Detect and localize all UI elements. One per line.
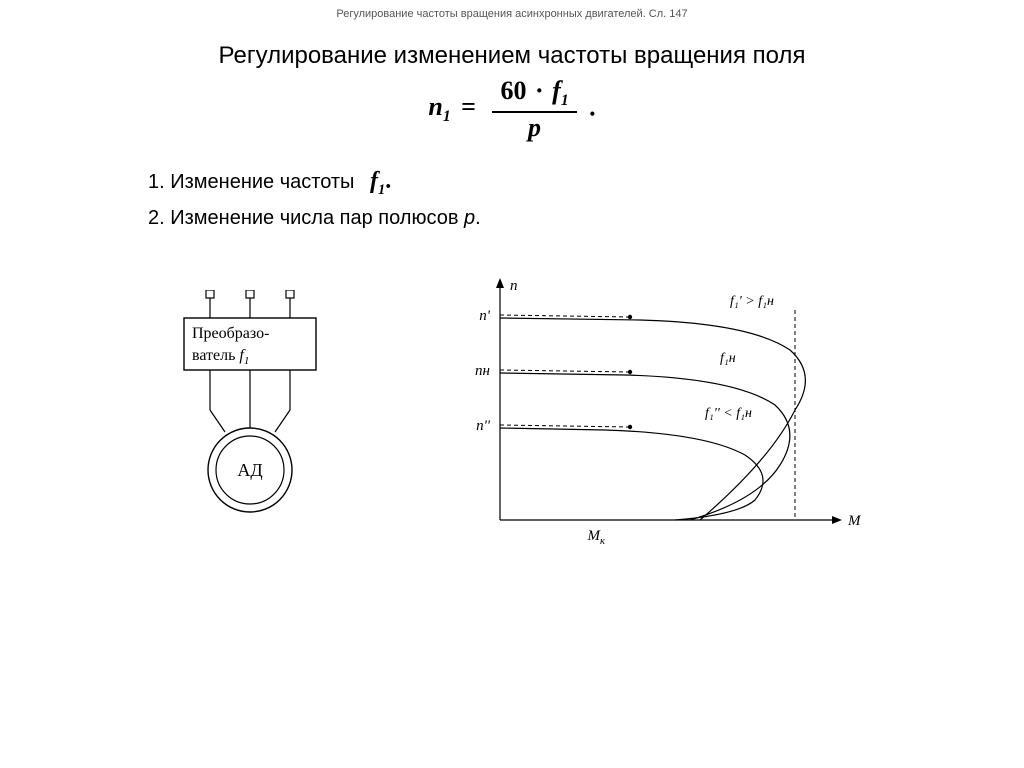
slide-title: Регулирование изменением частоты вращени… [0, 42, 1024, 70]
formula-fraction: 60 · f1 p [492, 78, 576, 141]
torque-curve [500, 428, 763, 520]
operating-point [628, 425, 632, 429]
formula-eq: = [461, 92, 476, 121]
method-list: 1. Изменение частоты f1. 2. Изменение чи… [148, 162, 481, 234]
schematic-diagram: Преобразо- ватель f1 АД [170, 290, 350, 555]
level-dashline [500, 425, 630, 427]
y-tick-label: nн [475, 363, 490, 379]
y-axis-arrow [496, 278, 504, 288]
y-axis-label: n [510, 278, 518, 294]
list-item-1: 1. Изменение частоты f1. [148, 162, 481, 202]
converter-label-line1: Преобразо- [192, 325, 269, 342]
list-item-2: 2. Изменение числа пар полюсов p. [148, 202, 481, 234]
torque-curve [500, 318, 805, 520]
output-lines [210, 370, 290, 432]
x-axis-arrow [832, 516, 842, 524]
formula-period: . [589, 92, 596, 121]
y-tick-label: n' [479, 308, 491, 324]
speed-torque-chart: n Mn' f₁' > f₁н nн f₁н n'' f₁'' < f₁н Mк [440, 260, 880, 565]
level-dashline [500, 370, 630, 372]
x-axis-label: M [847, 513, 862, 529]
mk-label: Mк [587, 528, 606, 547]
formula-lhs: n1 [428, 92, 450, 121]
operating-point [628, 370, 632, 374]
operating-point [628, 315, 632, 319]
curve-label: f₁н [720, 351, 736, 366]
input-terminals [206, 290, 294, 318]
level-dashline [500, 315, 630, 317]
main-formula: n1 = 60 · f1 p . [0, 78, 1024, 141]
y-tick-label: n'' [476, 418, 491, 434]
torque-curve [500, 373, 790, 520]
curve-label: f₁'' < f₁н [705, 406, 752, 421]
motor-label: АД [237, 460, 262, 480]
slide-header: Регулирование частоты вращения асинхронн… [0, 8, 1024, 20]
curve-label: f₁' > f₁н [730, 294, 774, 309]
